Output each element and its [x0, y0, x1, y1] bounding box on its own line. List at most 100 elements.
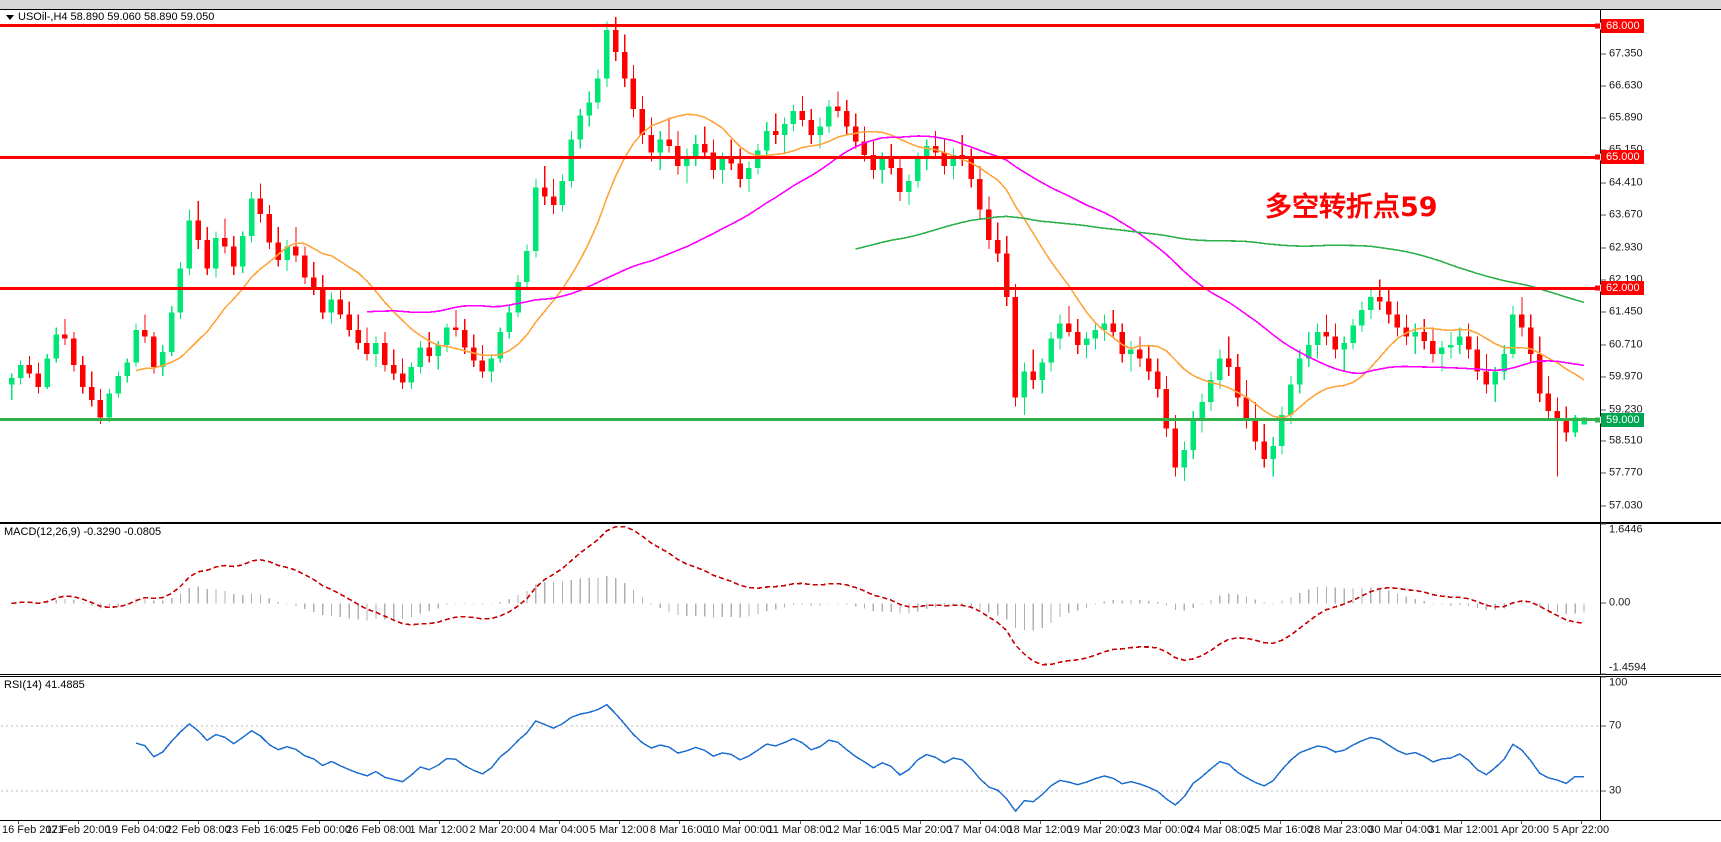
- macd-tick-label: 1.6446: [1609, 523, 1643, 536]
- time-axis-label: 5 Apr 22:00: [1552, 824, 1610, 836]
- rsi-plot-area[interactable]: [1, 677, 1600, 820]
- time-axis-label: 17 Feb 20:00: [45, 824, 111, 836]
- time-axis-label: 28 Mar 23:00: [1308, 824, 1373, 836]
- price-tick-mark: [1601, 117, 1606, 119]
- price-tick-label: 67.350: [1609, 47, 1643, 60]
- macd-scale[interactable]: 1.6446 0.00 -1.4594: [1601, 523, 1721, 675]
- price-level-line-65-000[interactable]: [0, 155, 1600, 159]
- time-axis-gradation: [859, 821, 861, 824]
- rsi-tick-mark: [1601, 676, 1606, 678]
- price-chart-panel[interactable]: 68.000 67.350 66.630 65.890 65.150 64.410 63.6…: [0, 9, 1721, 523]
- price-tick-label: 60.710: [1609, 338, 1643, 351]
- time-axis-gradation: [198, 821, 200, 824]
- price-level-badge-65-000[interactable]: 65.000: [1601, 150, 1644, 165]
- time-axis-gradation: [78, 821, 80, 824]
- time-axis-label: 19 Feb 04:00: [105, 824, 171, 836]
- rsi-tick-mark: [1601, 790, 1606, 792]
- price-tick-mark: [1601, 472, 1606, 474]
- macd-tick-mark: [1601, 523, 1606, 525]
- rsi-tick-mark: [1601, 725, 1606, 727]
- price-plot-area[interactable]: [1, 10, 1600, 522]
- time-axis-gradation: [619, 821, 621, 824]
- price-tick-label: 62.930: [1609, 241, 1643, 254]
- time-axis-gradation: [1100, 821, 1102, 824]
- time-axis-gradation: [1160, 821, 1162, 824]
- time-axis-label: 16 Feb 2021: [2, 824, 64, 836]
- time-axis-gradation: [378, 821, 380, 824]
- macd-panel[interactable]: 1.6446 0.00 -1.4594: [0, 523, 1721, 675]
- time-axis-gradation: [1220, 821, 1222, 824]
- price-tick-mark: [1601, 279, 1606, 281]
- chart-annotation-text: 多空转折点59: [1265, 192, 1438, 223]
- rsi-tick-label: 30: [1609, 784, 1622, 797]
- time-axis-label: 17 Mar 04:00: [947, 824, 1013, 836]
- time-axis-label: 1 Apr 20:00: [1492, 824, 1550, 836]
- rsi-panel[interactable]: 100 70 30: [0, 676, 1721, 821]
- macd-plot-area[interactable]: [1, 524, 1600, 674]
- time-axis-label: 12 Mar 16:00: [827, 824, 893, 836]
- time-axis-label: 11 Mar 08:00: [767, 824, 832, 836]
- time-axis-gradation: [438, 821, 440, 824]
- time-axis-label: 2 Mar 20:00: [469, 824, 529, 836]
- price-level-line-59-000[interactable]: [0, 418, 1600, 422]
- price-tick-label: 57.770: [1609, 466, 1643, 479]
- price-tick-label: 66.630: [1609, 79, 1643, 92]
- price-tick-label: 58.510: [1609, 434, 1643, 447]
- price-tick-label: 59.970: [1609, 370, 1643, 383]
- time-axis-gradation: [1280, 821, 1282, 824]
- time-axis-gradation: [498, 821, 500, 824]
- price-level-badge-62-000[interactable]: 62.000: [1601, 281, 1644, 296]
- time-axis-label: 8 Mar 16:00: [649, 824, 709, 836]
- time-axis-gradation: [799, 821, 801, 824]
- time-axis-gradation: [1340, 821, 1342, 824]
- time-axis-label: 24 Mar 08:00: [1187, 824, 1253, 836]
- time-axis-gradation: [318, 821, 320, 824]
- time-axis-label: 30 Mar 04:00: [1368, 824, 1434, 836]
- time-axis-label: 18 Mar 12:00: [1007, 824, 1073, 836]
- time-axis-gradation: [138, 821, 140, 824]
- price-level-badge-68-000[interactable]: 68.000: [1601, 18, 1644, 33]
- time-axis-label: 31 Mar 12:00: [1428, 824, 1494, 836]
- time-axis-gradation: [1581, 821, 1582, 824]
- price-tick-label: 63.670: [1609, 208, 1643, 221]
- time-axis-gradation: [679, 821, 681, 824]
- symbol-header[interactable]: USOil-,H4 58.890 59.060 58.890 59.050: [6, 11, 214, 23]
- time-axis-label: 19 Mar 20:00: [1067, 824, 1133, 836]
- rsi-scale[interactable]: 100 70 30: [1601, 676, 1721, 820]
- price-tick-label: 57.030: [1609, 499, 1643, 512]
- time-axis-label: 25 Feb 00:00: [286, 824, 351, 836]
- macd-tick-mark: [1601, 673, 1606, 675]
- time-axis-gradation: [258, 821, 260, 824]
- caret-down-icon[interactable]: [6, 14, 14, 20]
- price-tick-label: 64.410: [1609, 176, 1643, 189]
- price-tick-mark: [1601, 440, 1606, 442]
- time-axis[interactable]: 16 Feb 2021 17 Feb 20:00 19 Feb 04:00 22 Fe…: [0, 821, 1721, 841]
- price-tick-mark: [1601, 214, 1606, 216]
- time-axis-gradation: [919, 821, 921, 824]
- time-axis-label: 22 Feb 08:00: [165, 824, 231, 836]
- price-level-line-68-000[interactable]: [0, 24, 1600, 28]
- rsi-tick-label: 70: [1609, 719, 1622, 732]
- price-tick-mark: [1601, 182, 1606, 184]
- macd-tick-mark: [1601, 602, 1606, 604]
- time-axis-gradation: [1520, 821, 1522, 824]
- time-axis-label: 4 Mar 04:00: [529, 824, 589, 836]
- time-axis-gradation: [739, 821, 741, 824]
- price-level-line-62-000[interactable]: [0, 286, 1600, 290]
- price-tick-label: 65.890: [1609, 111, 1643, 124]
- time-axis-label: 10 Mar 00:00: [706, 824, 772, 836]
- time-axis-label: 26 Feb 08:00: [346, 824, 412, 836]
- macd-tick-label: 0.00: [1609, 596, 1631, 609]
- price-tick-mark: [1601, 247, 1606, 249]
- price-tick-label: 59.230: [1609, 403, 1643, 416]
- symbol-ohlc-text: USOil-,H4 58.890 59.060 58.890 59.050: [18, 11, 215, 23]
- price-level-badge-59-000[interactable]: 59.000: [1601, 412, 1644, 427]
- macd-label: MACD(12,26,9) -0.3290 -0.0805: [4, 526, 162, 538]
- time-axis-gradation: [1400, 821, 1402, 824]
- price-tick-label: 61.450: [1609, 305, 1643, 318]
- time-axis-gradation: [1460, 821, 1462, 824]
- time-axis-label: 5 Mar 12:00: [589, 824, 649, 836]
- price-scale[interactable]: 68.000 67.350 66.630 65.890 65.150 64.410 63.6…: [1594, 10, 1721, 522]
- macd-tick-label: -1.4594: [1609, 661, 1647, 674]
- rsi-tick-label: 100: [1609, 676, 1628, 689]
